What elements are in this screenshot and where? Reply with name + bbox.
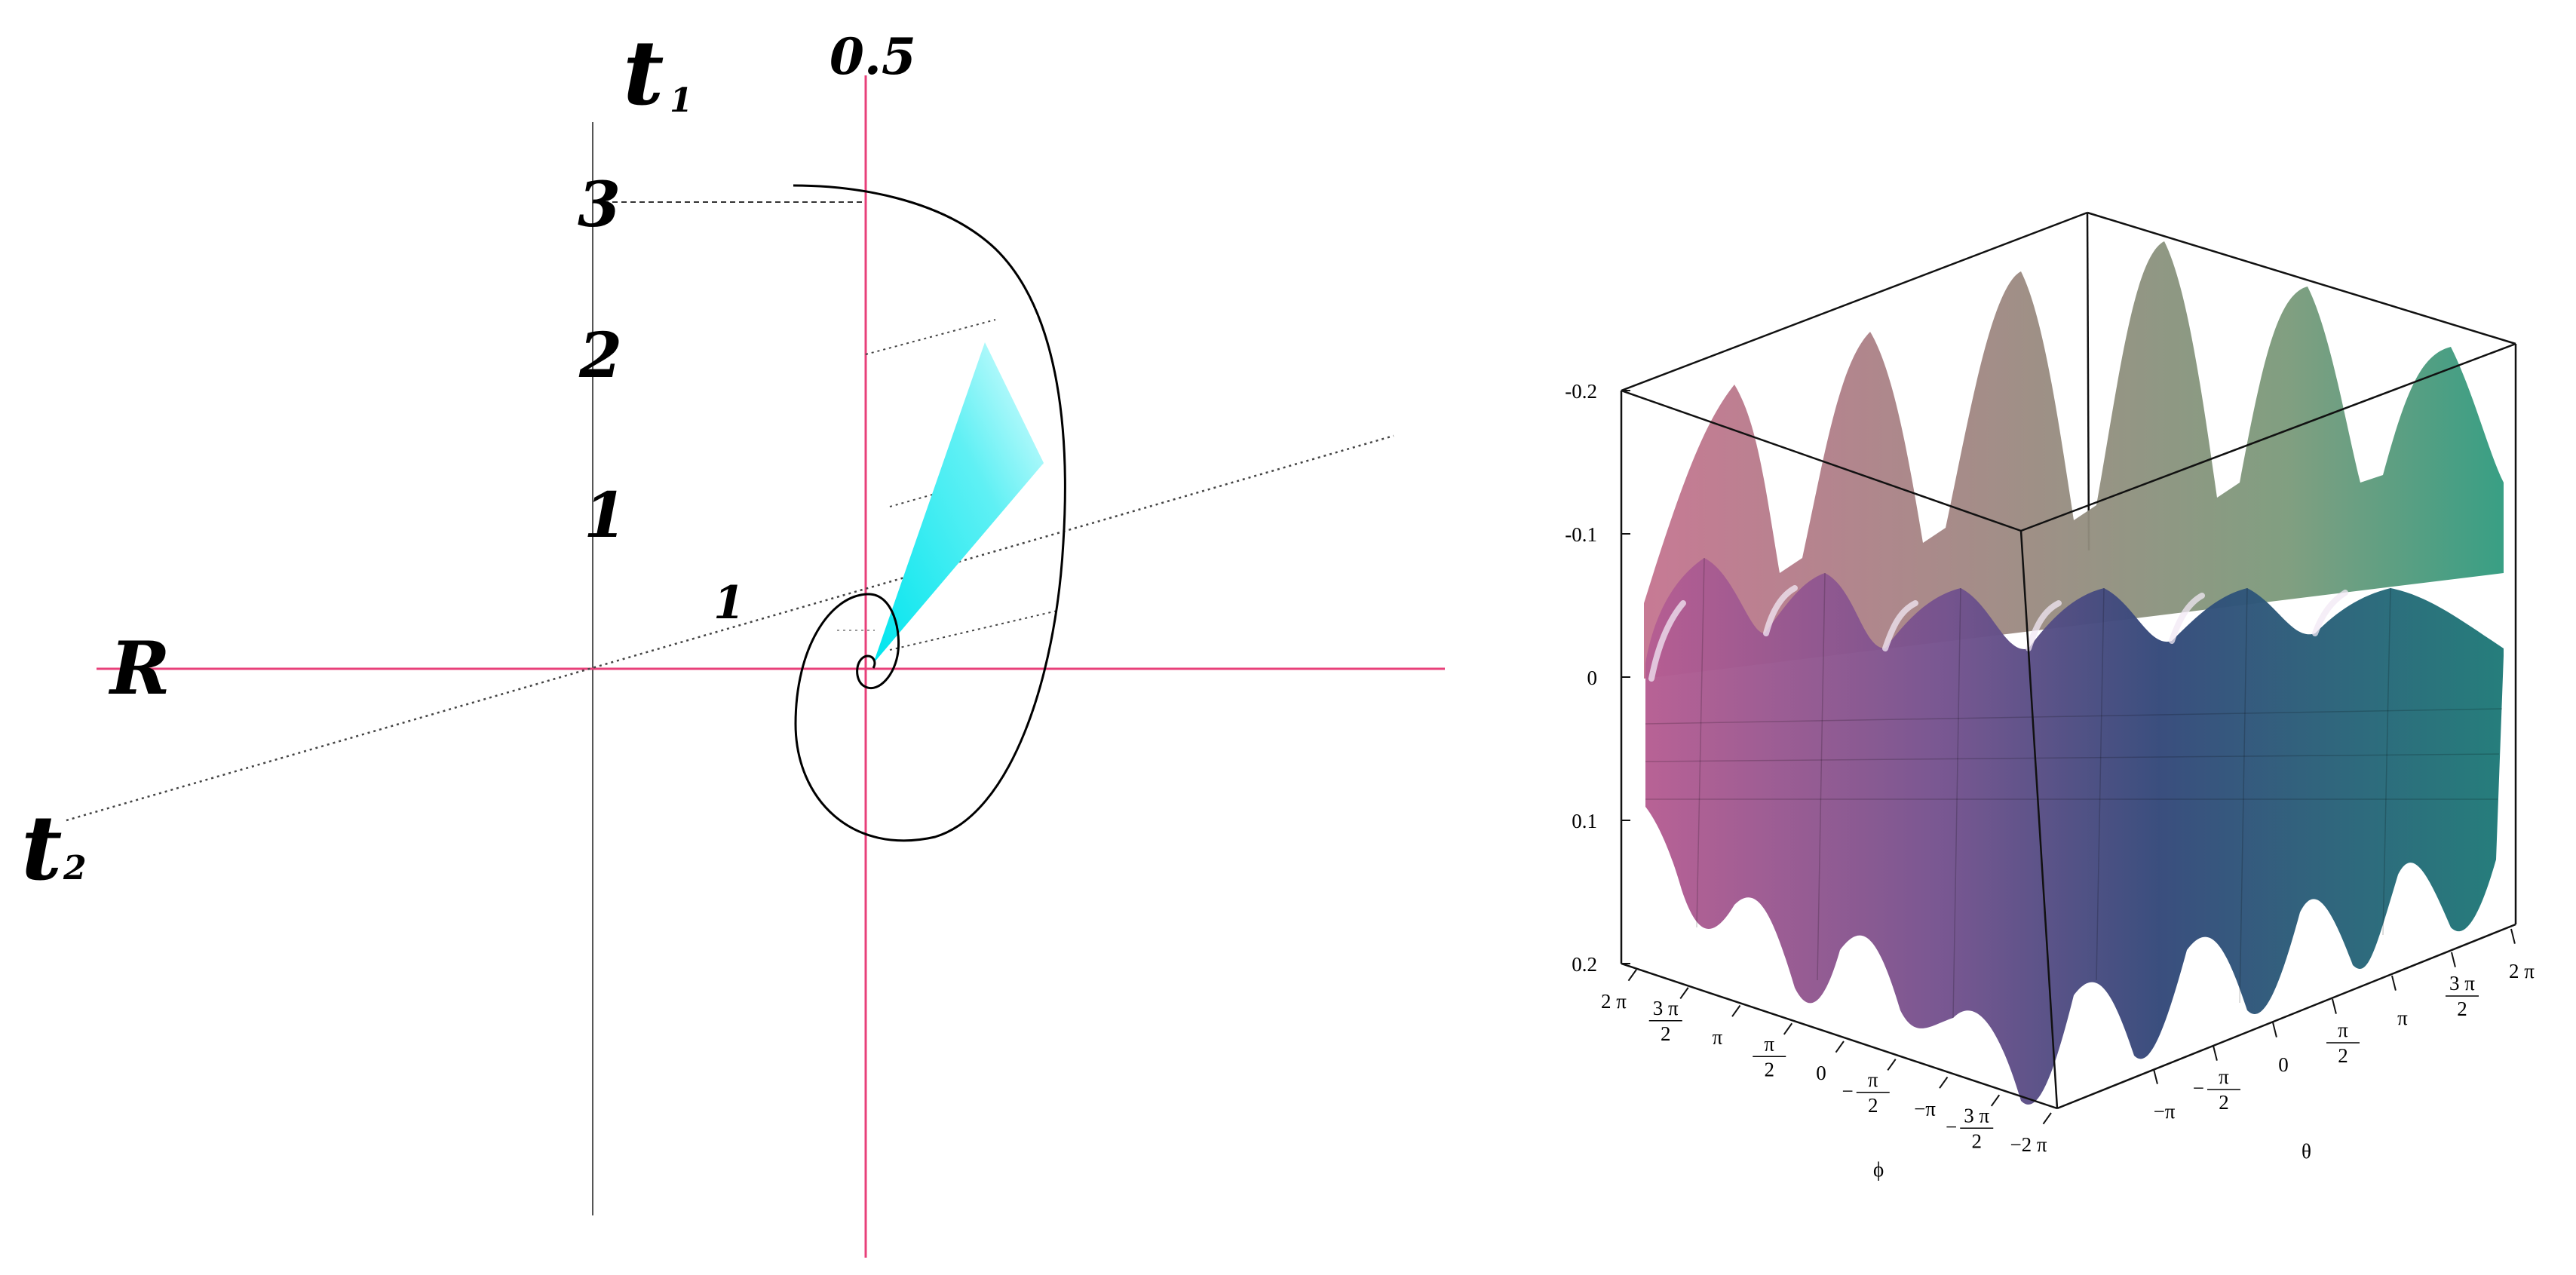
cyan-wedge — [873, 342, 1044, 664]
svg-text:π: π — [2219, 1065, 2229, 1088]
guide-level-0 — [889, 610, 1058, 651]
svg-text:0: 0 — [2278, 1053, 2289, 1076]
svg-text:t: t — [21, 795, 63, 900]
svg-text:2: 2 — [1868, 1094, 1878, 1117]
svg-text:2: 2 — [1765, 1058, 1775, 1080]
phi-tick-mark — [1887, 1059, 1897, 1071]
phi-tick-label: 3 π2 — [1648, 997, 1682, 1045]
z-tick-label-1: -0.1 — [1565, 523, 1597, 546]
svg-text:2 π: 2 π — [1601, 990, 1627, 1013]
svg-text:−: − — [1842, 1080, 1854, 1102]
svg-text:t: t — [623, 20, 664, 125]
svg-text:−: − — [1946, 1115, 1957, 1138]
theta-tick-mark — [2213, 1045, 2218, 1061]
phi-tick-label: π — [1713, 1026, 1723, 1049]
phi-axis-label: ϕ — [1873, 1158, 1884, 1181]
theta-tick-label: − π 2 — [2193, 1065, 2240, 1114]
svg-text:3 π: 3 π — [1653, 997, 1679, 1019]
r-axis-label: R — [108, 626, 170, 711]
svg-text:−π: −π — [2154, 1100, 2176, 1123]
surface-highlights — [1648, 585, 2348, 682]
theta-tick-mark — [2391, 975, 2397, 991]
z-tick-label-2: 0 — [1587, 667, 1598, 689]
theta-tick-mark — [2332, 998, 2337, 1014]
svg-text:3 π: 3 π — [1964, 1104, 1989, 1126]
theta-tick-label: 2 π — [2509, 960, 2535, 982]
theta-tick-mark — [2153, 1068, 2158, 1084]
theta-tick-label: π — [2397, 1007, 2408, 1029]
phi-tick-label: 0 — [1816, 1062, 1826, 1084]
svg-text:−: − — [2193, 1077, 2204, 1099]
surface-main — [1645, 558, 2504, 1105]
phi-tick-label: −2 π — [2010, 1133, 2047, 1156]
svg-text:−π: −π — [1914, 1098, 1936, 1120]
z-tick-label-4: 0.2 — [1572, 953, 1597, 976]
surface-back-ridges — [1644, 241, 2504, 679]
svg-text:π: π — [2338, 1019, 2348, 1041]
phi-tick-mark — [1939, 1076, 1949, 1089]
box-back-edges — [1621, 211, 2516, 551]
svg-text:π: π — [1764, 1032, 1774, 1055]
phi-tick-mark — [1835, 1041, 1845, 1053]
theta-tick-label: 3 π2 — [2446, 972, 2479, 1020]
phi-tick-mark — [1627, 969, 1637, 982]
svg-text:1: 1 — [670, 81, 693, 120]
guide-level-2 — [865, 319, 996, 355]
theta-tick-label: 0 — [2278, 1053, 2289, 1076]
theta-tick-mark — [2272, 1022, 2277, 1037]
surface-mesh — [1645, 557, 2503, 1019]
phi-tick-label: π2 — [1753, 1032, 1786, 1080]
t2-axis — [66, 434, 1394, 822]
spiral-curve — [793, 184, 1066, 842]
svg-text:2: 2 — [1661, 1022, 1671, 1045]
svg-text:2: 2 — [2219, 1091, 2229, 1114]
z-tick-label-0: -0.2 — [1565, 380, 1597, 403]
t1-tick-1: 1 — [584, 480, 627, 552]
svg-text:2: 2 — [2457, 998, 2467, 1020]
phi-tick-mark — [1783, 1022, 1793, 1035]
phi-tick-mark — [1731, 1004, 1741, 1017]
phi-tick-mark — [1990, 1094, 2001, 1107]
svg-text:2: 2 — [63, 849, 87, 887]
phi-tick-label: −π — [1914, 1098, 1936, 1120]
theta-tick-label: −π — [2154, 1100, 2176, 1123]
t2-tick-1: 1 — [713, 577, 745, 630]
phi-tick-label: − π 2 — [1842, 1068, 1890, 1117]
svg-text:π: π — [1713, 1026, 1723, 1049]
t1-axis-label: t 1 — [623, 20, 693, 125]
t1-tick-3: 3 — [578, 169, 621, 241]
phi-tick-mark — [2042, 1112, 2052, 1125]
t1-tick-2: 2 — [578, 320, 622, 392]
svg-text:2 π: 2 π — [2509, 960, 2535, 982]
svg-text:3 π: 3 π — [2449, 972, 2475, 995]
z-tick-label-3: 0.1 — [1572, 810, 1597, 832]
theta-tick-mark — [2451, 952, 2456, 967]
phi-tick-mark — [1679, 987, 1689, 1000]
theta-tick-mark — [2510, 928, 2516, 944]
svg-text:2: 2 — [1972, 1129, 1983, 1152]
svg-text:2: 2 — [2338, 1044, 2348, 1067]
svg-text:0: 0 — [1816, 1062, 1826, 1084]
spiral-diagram: 0.5 t 1 t 2 R 1 2 3 1 — [21, 20, 1445, 1258]
theta-axis-label: θ — [2302, 1140, 2311, 1163]
phi-tick-label: 2 π — [1601, 990, 1627, 1013]
svg-text:π: π — [2397, 1007, 2408, 1029]
phi-tick-label: −3 π 2 — [1946, 1104, 1994, 1152]
half-axis-label: 0.5 — [830, 27, 916, 86]
theta-tick-label: π2 — [2326, 1019, 2360, 1067]
svg-text:−2 π: −2 π — [2010, 1133, 2047, 1156]
svg-text:π: π — [1868, 1068, 1878, 1091]
z-axis-ticks — [1621, 390, 1630, 964]
t2-axis-label: t 2 — [21, 795, 87, 900]
